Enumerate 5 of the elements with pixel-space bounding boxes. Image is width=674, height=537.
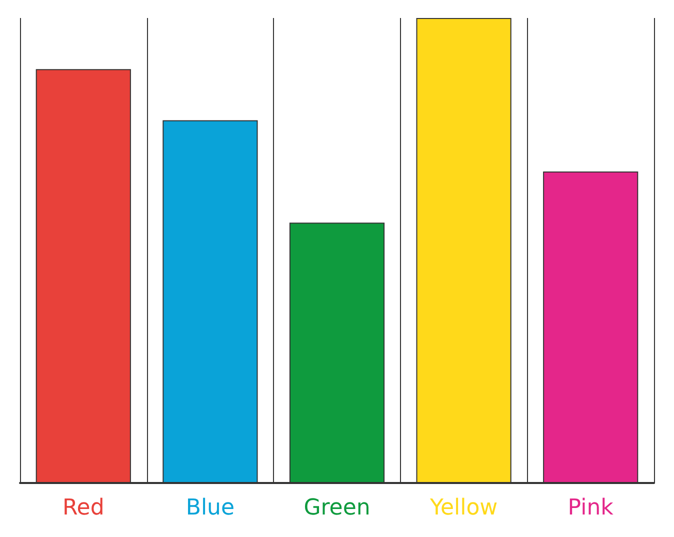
x-tick-label: Pink	[568, 496, 614, 520]
x-tick-label: Yellow	[428, 496, 498, 520]
x-tick-label: Blue	[186, 496, 235, 520]
x-tick-label: Green	[304, 496, 370, 520]
x-tick-label: Red	[62, 496, 104, 520]
